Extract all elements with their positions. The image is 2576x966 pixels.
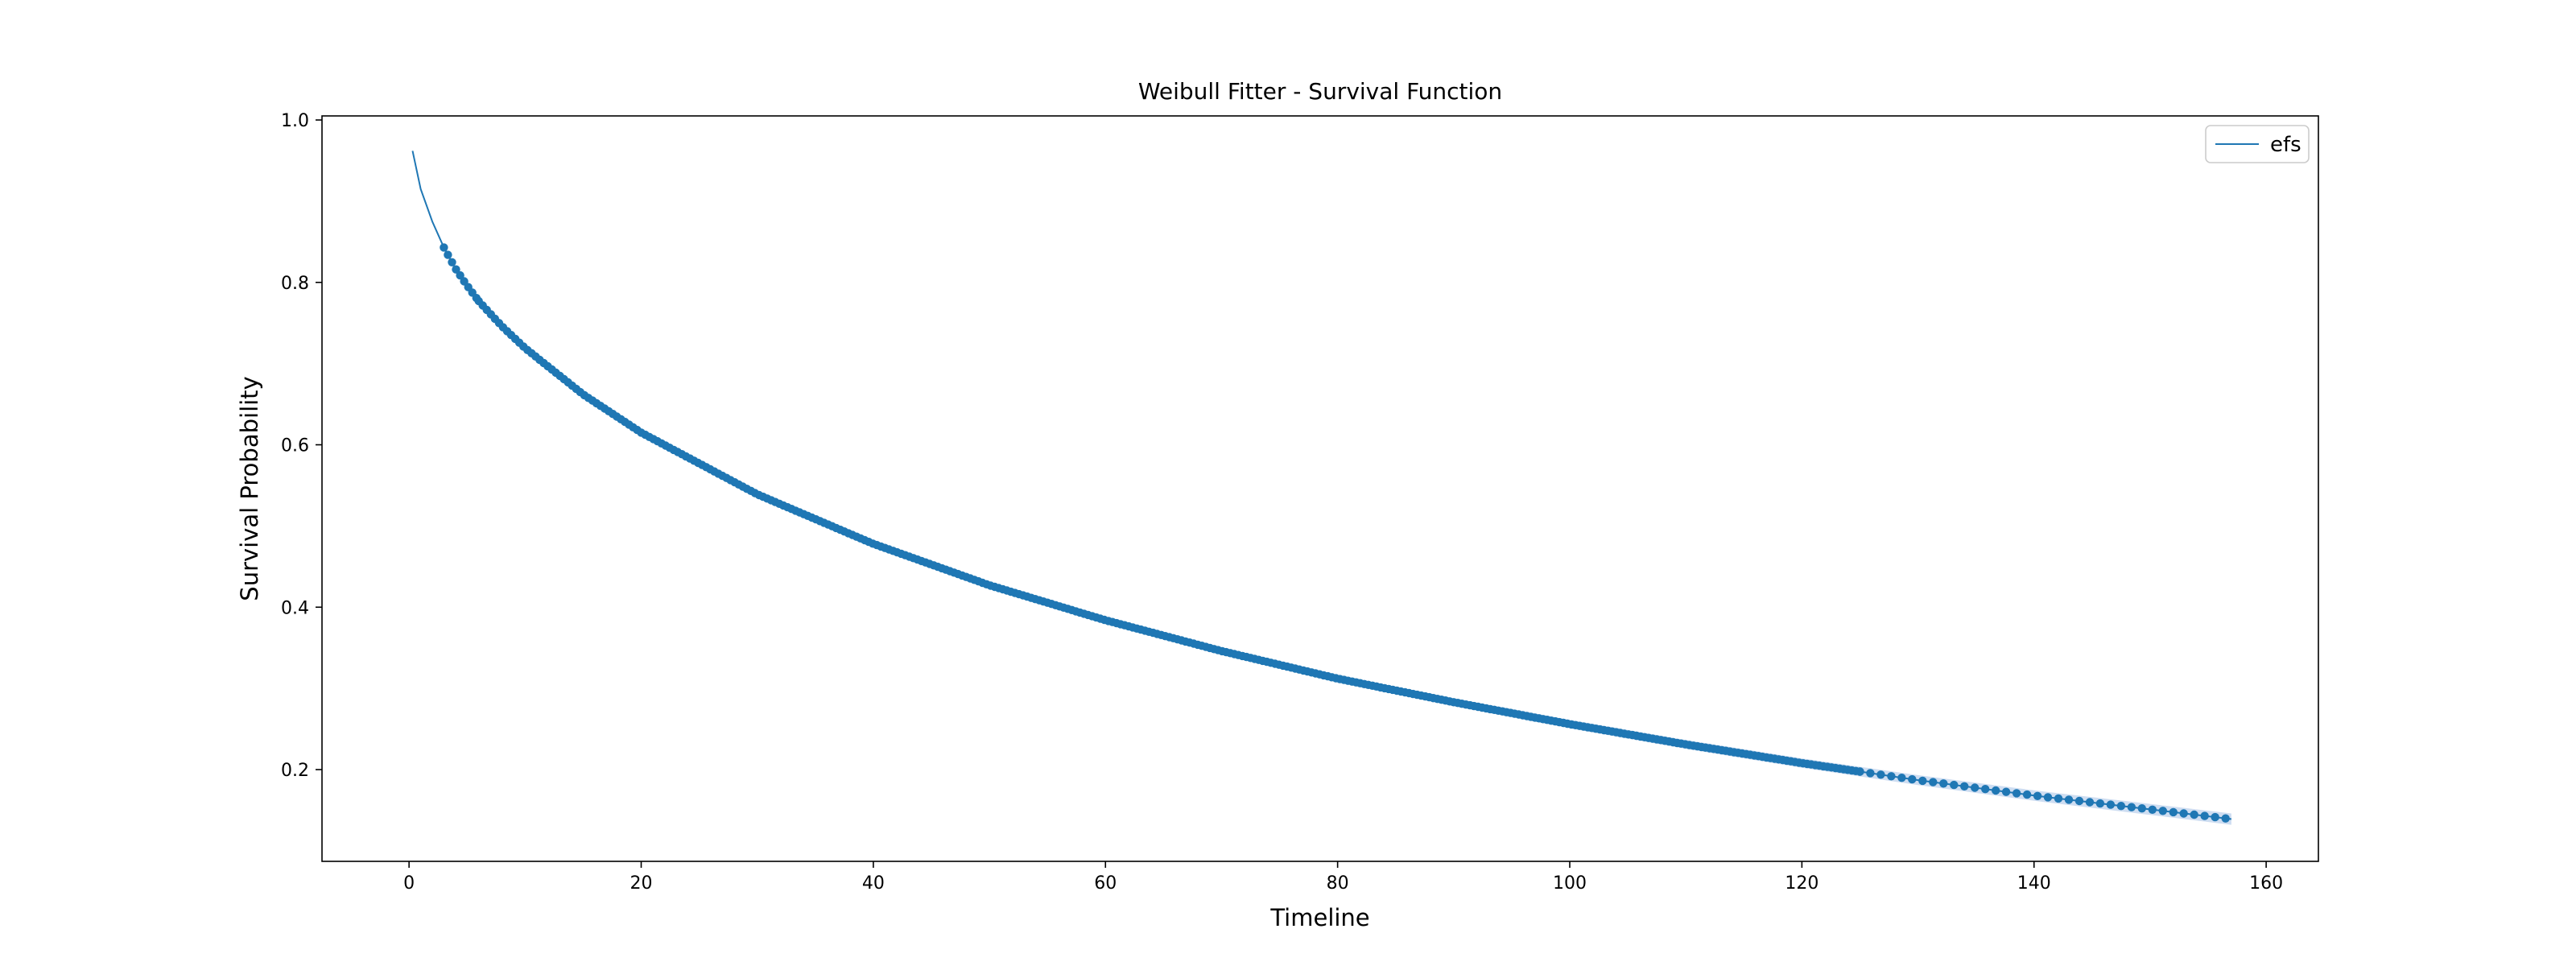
data-point xyxy=(1960,782,1969,791)
x-tick-label: 40 xyxy=(862,873,885,894)
data-point xyxy=(1992,786,2000,795)
data-point xyxy=(2074,796,2084,806)
y-axis-label: Survival Probability xyxy=(236,376,263,601)
data-point xyxy=(440,243,448,252)
data-point xyxy=(2190,810,2198,819)
chart-title: Weibull Fitter - Survival Function xyxy=(1138,78,1502,105)
data-point xyxy=(452,265,460,274)
confidence-band-layer xyxy=(412,149,2231,825)
data-point xyxy=(2106,800,2116,809)
data-point xyxy=(2085,798,2095,807)
data-point xyxy=(1866,769,1875,778)
data-point xyxy=(2148,805,2157,814)
y-axis-ticks: 0.2 0.4 0.6 0.8 1.0 xyxy=(281,111,322,781)
data-point xyxy=(2116,802,2126,811)
y-tick-label: 0.8 xyxy=(281,274,309,294)
x-tick-label: 140 xyxy=(2017,873,2051,894)
data-point xyxy=(2064,795,2074,804)
data-point xyxy=(1950,780,1959,790)
legend-label-efs: efs xyxy=(2270,133,2301,157)
data-point xyxy=(1908,774,1917,784)
data-point xyxy=(1856,767,1864,776)
data-point xyxy=(2054,794,2063,803)
data-point xyxy=(2127,803,2136,811)
data-point xyxy=(2137,804,2146,813)
data-point xyxy=(1887,772,1896,781)
data-point xyxy=(1971,783,1979,792)
data-point xyxy=(2221,814,2230,823)
x-tick-label: 0 xyxy=(403,873,415,894)
data-point xyxy=(444,250,452,259)
data-point xyxy=(2158,807,2167,815)
x-axis-ticks: 0 20 40 60 80 100 120 140 160 xyxy=(403,861,2283,894)
x-tick-label: 80 xyxy=(1327,873,1349,894)
data-point xyxy=(1918,776,1927,786)
data-point xyxy=(2033,791,2042,800)
data-point xyxy=(2169,807,2178,817)
data-point xyxy=(2012,789,2021,798)
legend: efs xyxy=(2205,125,2310,163)
y-tick-label: 1.0 xyxy=(281,111,309,131)
data-point xyxy=(448,258,456,266)
x-tick-label: 20 xyxy=(630,873,653,894)
data-point xyxy=(1897,774,1906,782)
data-point xyxy=(2095,799,2105,808)
x-tick-label: 60 xyxy=(1094,873,1117,894)
series-marker-layer xyxy=(440,243,2230,823)
data-point xyxy=(456,270,464,280)
series-line-efs xyxy=(411,151,2232,820)
data-point xyxy=(2022,790,2032,799)
series-line-layer xyxy=(411,151,2232,820)
confidence-band-efs xyxy=(412,149,2231,825)
x-tick-label: 100 xyxy=(1553,873,1587,894)
data-point xyxy=(2001,787,2011,796)
x-axis-label: Timeline xyxy=(1269,904,1369,931)
plot-frame xyxy=(321,115,2319,862)
data-point xyxy=(1981,785,1990,794)
y-tick-label: 0.6 xyxy=(281,436,309,456)
data-point xyxy=(2200,811,2209,820)
data-point xyxy=(2043,793,2053,802)
data-point xyxy=(460,277,469,286)
data-point xyxy=(1929,778,1938,786)
data-point xyxy=(1939,779,1948,788)
data-point xyxy=(1876,770,1885,779)
y-tick-label: 0.2 xyxy=(281,761,309,781)
x-tick-label: 120 xyxy=(1785,873,1818,894)
data-point xyxy=(2211,812,2219,822)
x-tick-label: 160 xyxy=(2249,873,2283,894)
data-point xyxy=(2179,809,2188,818)
y-tick-label: 0.4 xyxy=(281,598,309,618)
